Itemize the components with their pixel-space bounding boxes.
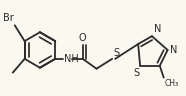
Text: S: S <box>113 48 119 58</box>
Text: N: N <box>170 45 177 55</box>
Text: CH₃: CH₃ <box>165 79 179 88</box>
Text: O: O <box>79 33 86 43</box>
Text: Br: Br <box>3 13 14 23</box>
Text: S: S <box>133 68 139 78</box>
Text: N: N <box>154 24 161 34</box>
Text: NH: NH <box>64 54 79 64</box>
